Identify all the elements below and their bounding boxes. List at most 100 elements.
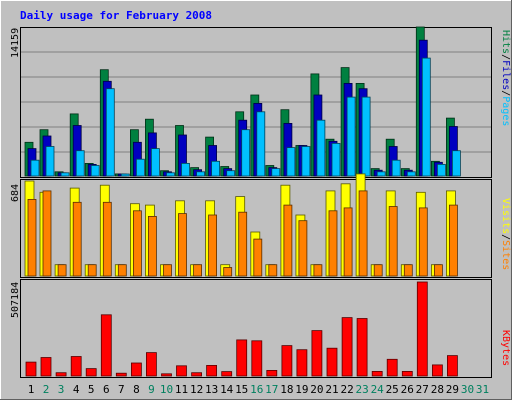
x-tick-label-day-23: 23 xyxy=(355,383,368,396)
bar-pages-day-1 xyxy=(30,159,40,177)
chart-bars xyxy=(24,26,461,377)
bar-pages-day-21 xyxy=(331,142,341,177)
legend-sites: Sites xyxy=(500,240,511,270)
bar-sites-day-17 xyxy=(268,264,278,277)
bar-kbytes-day-5 xyxy=(85,368,97,377)
x-tick-label-day-6: 6 xyxy=(103,383,110,396)
bar-sites-day-5 xyxy=(87,264,97,277)
x-tick-label-day-26: 26 xyxy=(401,383,414,396)
x-tick-label-day-20: 20 xyxy=(310,383,323,396)
bar-pages-day-28 xyxy=(436,163,446,177)
x-tick-label-day-11: 11 xyxy=(175,383,188,396)
bar-pages-day-19 xyxy=(301,146,311,177)
bar-sites-day-16 xyxy=(253,238,263,277)
bar-pages-day-12 xyxy=(196,171,206,177)
x-tick-label-day-14: 14 xyxy=(220,383,234,396)
bar-pages-day-13 xyxy=(211,160,221,177)
bar-pages-day-16 xyxy=(256,111,266,177)
bar-sites-day-6 xyxy=(102,201,112,277)
bar-pages-day-20 xyxy=(316,119,326,177)
bar-sites-day-12 xyxy=(193,264,203,277)
x-tick-label-day-2: 2 xyxy=(43,383,50,396)
bar-sites-day-20 xyxy=(313,264,323,277)
bar-kbytes-day-15 xyxy=(236,339,248,377)
bar-sites-day-7 xyxy=(117,264,127,277)
bar-sites-day-27 xyxy=(418,207,428,277)
bar-pages-day-4 xyxy=(75,150,85,177)
bar-kbytes-day-17 xyxy=(266,369,278,377)
x-tick-label-day-13: 13 xyxy=(205,383,218,396)
bar-pages-day-24 xyxy=(376,171,386,177)
bar-kbytes-day-12 xyxy=(191,372,203,377)
hits-panel-legend: Hits/Files/Pages xyxy=(500,30,511,126)
bar-pages-day-3 xyxy=(60,172,70,177)
x-tick-label-day-27: 27 xyxy=(416,383,429,396)
x-tick-label-day-16: 16 xyxy=(250,383,263,396)
bar-pages-day-18 xyxy=(286,147,296,177)
legend-hits: Hits xyxy=(500,30,511,54)
bar-sites-day-29 xyxy=(448,204,458,277)
bar-kbytes-day-1 xyxy=(25,361,37,377)
bar-sites-day-1 xyxy=(27,198,37,277)
bar-kbytes-day-18 xyxy=(281,345,293,377)
bar-sites-day-2 xyxy=(42,190,52,277)
bar-kbytes-day-24 xyxy=(371,370,383,377)
bar-pages-day-17 xyxy=(271,168,281,177)
x-tick-label-day-30: 30 xyxy=(461,383,474,396)
bar-pages-day-6 xyxy=(105,88,115,177)
bar-sites-day-21 xyxy=(328,210,338,277)
bar-sites-day-22 xyxy=(343,207,353,277)
bar-kbytes-day-11 xyxy=(176,365,187,377)
bar-kbytes-day-28 xyxy=(431,364,443,377)
bar-kbytes-day-19 xyxy=(296,349,308,377)
bar-sites-day-18 xyxy=(283,204,293,277)
bar-sites-day-23 xyxy=(358,190,368,277)
x-tick-label-day-31: 31 xyxy=(476,383,489,396)
bar-pages-day-22 xyxy=(346,96,356,177)
bar-kbytes-day-8 xyxy=(130,362,142,377)
bar-sites-day-24 xyxy=(373,264,383,277)
bar-sites-day-3 xyxy=(57,264,67,277)
bar-pages-day-23 xyxy=(361,96,371,177)
visits-panel-legend: Visits/Sites xyxy=(500,198,511,270)
bar-pages-day-15 xyxy=(241,129,251,177)
bar-pages-day-8 xyxy=(135,158,145,177)
bar-sites-day-25 xyxy=(388,206,398,277)
x-tick-label-day-7: 7 xyxy=(118,383,125,396)
x-tick-label-day-21: 21 xyxy=(325,383,338,396)
bar-pages-day-26 xyxy=(406,171,416,177)
legend-files: Files xyxy=(500,60,511,90)
bar-sites-day-8 xyxy=(132,210,142,277)
bar-kbytes-day-14 xyxy=(221,371,233,377)
legend-pages: Pages xyxy=(500,96,511,126)
bar-pages-day-10 xyxy=(166,172,175,177)
x-tick-label-day-3: 3 xyxy=(58,383,65,396)
bar-kbytes-day-27 xyxy=(416,281,428,377)
bar-sites-day-11 xyxy=(178,213,187,277)
bar-pages-day-11 xyxy=(181,162,190,177)
bar-kbytes-day-29 xyxy=(446,355,458,377)
x-tick-label-day-9: 9 xyxy=(148,383,155,396)
x-tick-label-day-4: 4 xyxy=(73,383,80,396)
bar-kbytes-day-26 xyxy=(401,370,413,377)
x-tick-label-day-25: 25 xyxy=(386,383,399,396)
bar-sites-day-26 xyxy=(403,264,413,277)
bar-sites-day-19 xyxy=(298,220,308,277)
bar-pages-day-5 xyxy=(90,165,100,177)
bar-pages-day-9 xyxy=(150,148,160,177)
bar-kbytes-day-10 xyxy=(161,373,172,377)
bar-kbytes-day-7 xyxy=(115,372,127,377)
bar-pages-day-2 xyxy=(45,146,55,177)
bar-sites-day-9 xyxy=(147,215,157,277)
bar-kbytes-day-6 xyxy=(100,314,112,377)
bar-pages-day-7 xyxy=(120,173,130,177)
bar-kbytes-day-9 xyxy=(145,352,157,377)
bar-kbytes-day-25 xyxy=(386,358,398,377)
x-axis-labels: 1 2 3 4 5 6 7 8 9 10 11 12 13 14 15 16 17 18 19 20 21 22 23 24 2… xyxy=(28,383,489,396)
bar-pages-day-14 xyxy=(226,170,236,177)
bar-kbytes-day-2 xyxy=(40,357,52,377)
x-tick-label-day-29: 29 xyxy=(446,383,459,396)
bar-kbytes-day-3 xyxy=(55,372,67,377)
bar-kbytes-day-22 xyxy=(341,317,353,377)
